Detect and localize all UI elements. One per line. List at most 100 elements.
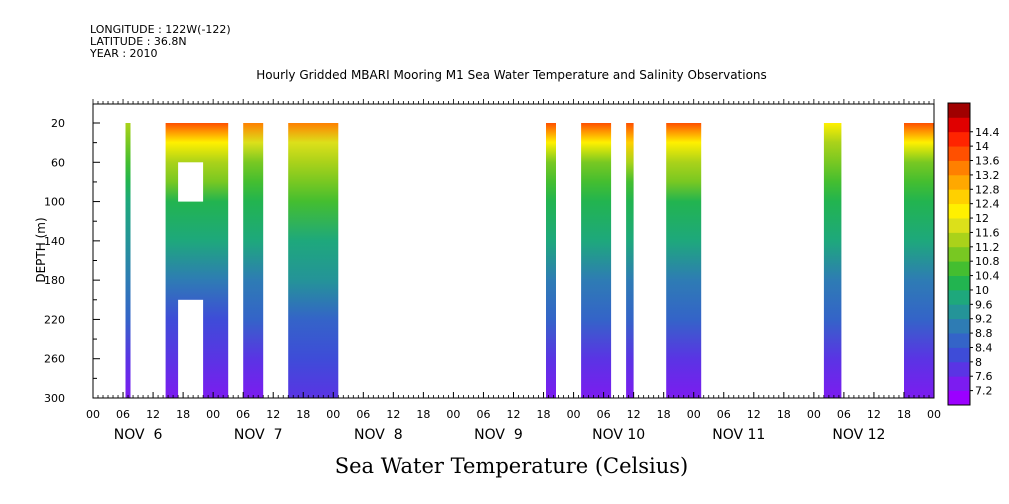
temperature-column: [288, 123, 339, 398]
hour-tick-label: 18: [777, 408, 791, 421]
colorbar-tick-label: 14.4: [975, 126, 1000, 139]
colorbar-tick-label: 14: [975, 140, 989, 153]
colorbar-tick-label: 9.2: [975, 313, 993, 326]
day-label: NOV 9: [474, 427, 523, 443]
hour-tick-label: 00: [807, 408, 821, 421]
colorbar-segment: [948, 117, 970, 133]
colorbar-segment: [948, 318, 970, 334]
y-tick-label: 180: [44, 274, 65, 287]
y-tick-label: 300: [44, 392, 65, 405]
y-tick-label: 60: [51, 156, 65, 169]
colorbar-segment: [948, 160, 970, 176]
hour-tick-label: 00: [687, 408, 701, 421]
temperature-column: [243, 123, 264, 398]
colorbar-segment: [948, 131, 970, 147]
colorbar-segment: [948, 261, 970, 276]
chart-subtitle: Sea Water Temperature (Celsius): [334, 454, 689, 478]
day-label: NOV 11: [712, 427, 765, 443]
hour-tick-label: 00: [86, 408, 100, 421]
longitude-label: LONGITUDE : 122W(-122): [90, 23, 231, 36]
colorbar-tick-label: 8.8: [975, 327, 993, 340]
colorbar-tick-label: 13.2: [975, 169, 1000, 182]
colorbar-tick-label: 12: [975, 212, 989, 225]
temperature-column: [125, 123, 131, 398]
y-tick-label: 100: [44, 196, 65, 209]
chart-title-row: Hourly Gridded MBARI Mooring M1 Sea Wate…: [0, 68, 1009, 82]
hour-tick-label: 18: [416, 408, 430, 421]
hour-tick-label: 18: [897, 408, 911, 421]
mooring-metadata: LONGITUDE : 122W(-122) LATITUDE : 36.8N …: [90, 24, 231, 60]
data-columns: [125, 123, 934, 398]
temperature-column: [626, 123, 634, 398]
colorbar-tick-label: 10.8: [975, 255, 1000, 268]
hour-tick-label: 06: [116, 408, 130, 421]
colorbar-tick-label: 11.6: [975, 226, 1000, 239]
y-axis: 20 60 100 140 180 220 260 300: [44, 117, 100, 405]
colorbar-tick-label: 8: [975, 356, 982, 369]
colorbar-tick-label: 10: [975, 284, 989, 297]
colorbar-tick-label: 10.4: [975, 270, 1000, 283]
hour-tick-label: 00: [326, 408, 340, 421]
hour-tick-label: 18: [296, 408, 310, 421]
hour-tick-label: 12: [266, 408, 280, 421]
x-axis: 00 06 12 18 00 06 12 18 00 06 12 18 00 06 12 18 00 06 12 18…: [86, 99, 941, 443]
colorbar-tick-label: 7.6: [975, 370, 993, 383]
temperature-column: [666, 123, 702, 398]
colorbar-segment: [948, 203, 970, 219]
colorbar-segment: [948, 232, 970, 248]
colorbar-segment: [948, 246, 970, 262]
hour-tick-label: 12: [747, 408, 761, 421]
hour-tick-label: 12: [146, 408, 160, 421]
missing-data-gap: [178, 162, 204, 202]
colorbar-segment: [948, 218, 970, 233]
colorbar-tick-label: 12.4: [975, 198, 1000, 211]
colorbar-segment: [948, 289, 970, 305]
temperature-column: [581, 123, 612, 398]
colorbar-segment: [948, 361, 970, 377]
hour-tick-label: 00: [567, 408, 581, 421]
colorbar-segment: [948, 174, 970, 190]
hour-tick-label: 12: [507, 408, 521, 421]
y-axis-label: DEPTH (m): [34, 217, 48, 282]
hour-tick-label: 00: [927, 408, 941, 421]
colorbar-segment: [948, 347, 970, 363]
colorbar-segment: [948, 390, 970, 406]
hour-tick-label: 00: [206, 408, 220, 421]
y-tick-label: 20: [51, 117, 65, 130]
hour-tick-label: 06: [717, 408, 731, 421]
hour-tick-label: 12: [627, 408, 641, 421]
hour-tick-label: 06: [837, 408, 851, 421]
y-tick-label: 140: [44, 235, 65, 248]
colorbar-segment: [948, 146, 970, 161]
hour-tick-label: 18: [537, 408, 551, 421]
hour-tick-label: 18: [176, 408, 190, 421]
latitude-label: LATITUDE : 36.8N: [90, 35, 187, 48]
temperature-column: [823, 123, 842, 398]
hour-tick-label: 12: [867, 408, 881, 421]
colorbar-tick-label: 9.6: [975, 298, 993, 311]
day-label: NOV 7: [234, 427, 283, 443]
day-label: NOV 6: [114, 427, 163, 443]
colorbar-tick-label: 13.6: [975, 155, 1000, 168]
colorbar-tick-label: 12.8: [975, 183, 1000, 196]
temperature-column: [904, 123, 934, 398]
temperature-column: [546, 123, 556, 398]
hour-tick-label: 06: [476, 408, 490, 421]
day-label: NOV 12: [832, 427, 885, 443]
colorbar-segment: [948, 304, 970, 320]
hour-tick-label: 12: [386, 408, 400, 421]
y-tick-label: 260: [44, 353, 65, 366]
colorbar-segment: [948, 189, 970, 205]
colorbar-segment: [948, 376, 970, 392]
hour-tick-label: 00: [446, 408, 460, 421]
colorbar-tick-label: 11.2: [975, 241, 1000, 254]
colorbar-segment: [948, 333, 970, 348]
hour-tick-label: 18: [657, 408, 671, 421]
missing-data-gap: [178, 299, 204, 398]
y-tick-label: 220: [44, 313, 65, 326]
hour-tick-label: 06: [236, 408, 250, 421]
day-label: NOV 10: [592, 427, 645, 443]
colorbar-tick-label: 8.4: [975, 341, 993, 354]
colorbar-segment: [948, 275, 970, 291]
